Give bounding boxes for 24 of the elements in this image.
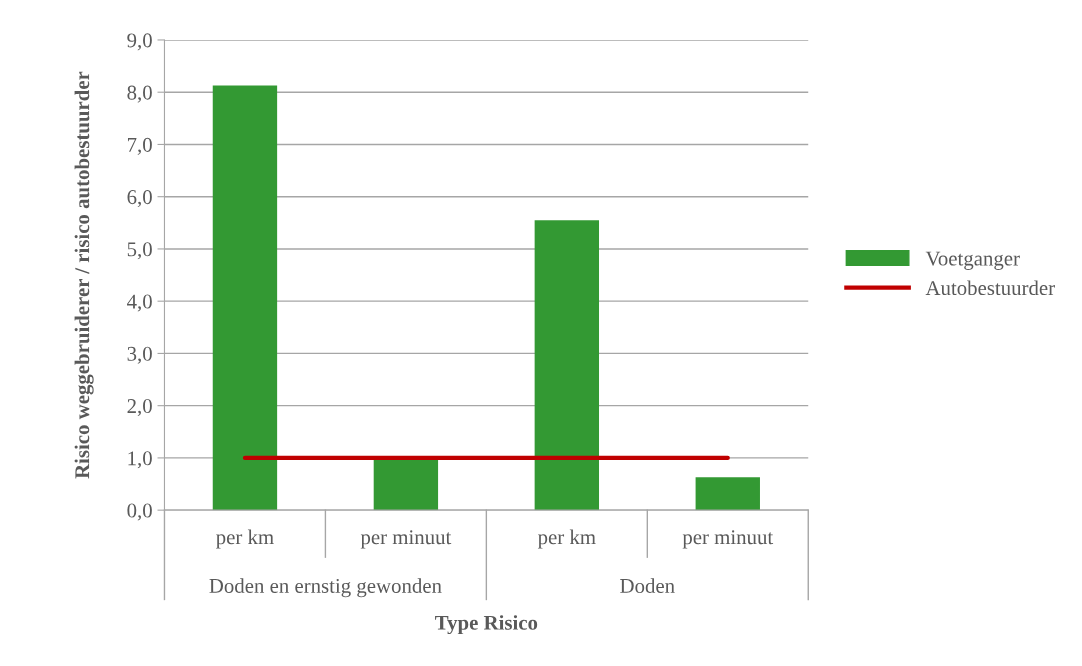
x-axis-title: Type Risico <box>435 615 538 635</box>
text: Doden <box>620 578 675 593</box>
y-tick-label: 7,0 <box>127 137 152 155</box>
y-tick-label: 1,0 <box>128 451 152 469</box>
y-tick-label: 6,0 <box>127 190 152 208</box>
y-tick-label: 9,0 <box>127 33 152 51</box>
bar <box>695 477 760 511</box>
text: Doden en ernstig gewonden <box>209 578 442 598</box>
x-tick-label: per minuut <box>682 530 774 549</box>
y-tick-label: 0,0 <box>127 503 152 521</box>
bar <box>212 85 278 511</box>
y-tick-label: 3,0 <box>127 346 152 364</box>
legend-label: Voetganger <box>925 251 1020 270</box>
x-tick-label: per km <box>537 529 596 549</box>
y-tick-label: 2,0 <box>127 399 152 417</box>
y-tick-label: 4,0 <box>127 294 152 312</box>
y-tick-label: 8,0 <box>127 85 152 103</box>
legend-label: Autobestuurder <box>925 280 1055 296</box>
x-tick-label: per km <box>216 529 274 549</box>
bar <box>534 220 600 511</box>
y-tick-label: 5,0 <box>127 242 152 260</box>
bar <box>373 458 439 511</box>
y-axis-title: Risico weggebruiderer / risico autobestuurder <box>74 71 94 479</box>
x-tick-label: per minuut <box>360 530 452 549</box>
